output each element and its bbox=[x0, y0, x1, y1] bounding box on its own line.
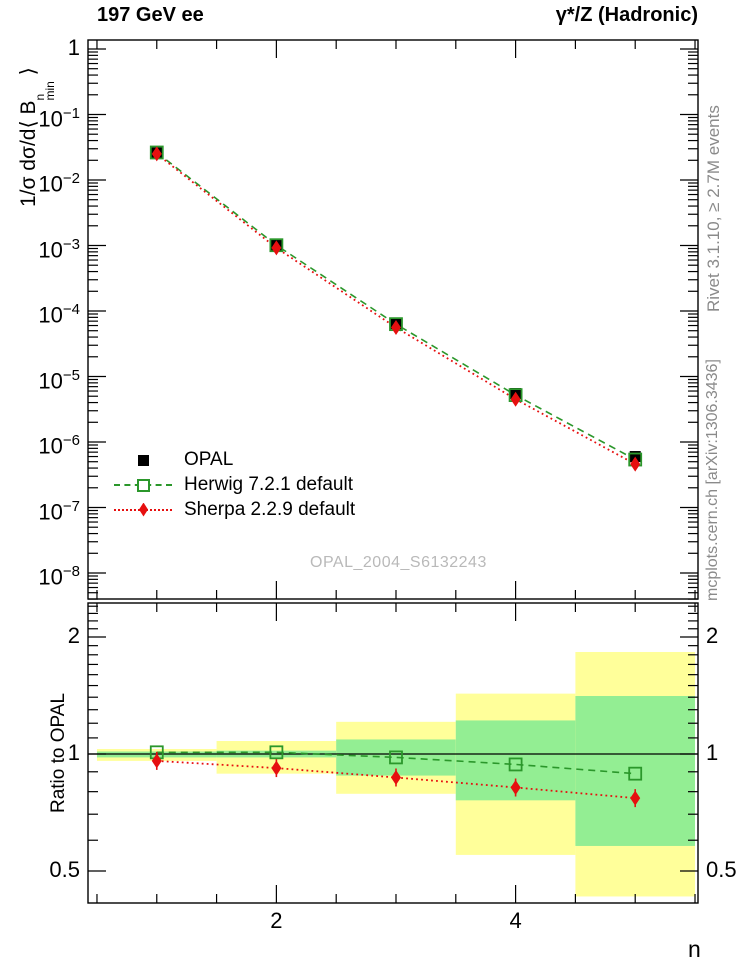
sherpa-data-point bbox=[271, 240, 282, 256]
x-tick-label: 4 bbox=[509, 908, 522, 933]
dotted-line-diamond-marker-icon bbox=[112, 501, 174, 519]
legend-row-sherpa: Sherpa 2.2.9 default bbox=[112, 497, 355, 522]
sherpa-data-point bbox=[151, 146, 162, 162]
process-title: γ*/Z (Hadronic) bbox=[555, 4, 698, 26]
herwig-ratio-point bbox=[269, 745, 284, 760]
legend: OPAL Herwig 7.2.1 default Sherpa 2.2.9 d… bbox=[112, 447, 355, 522]
ratio-y-tick-label-right: 0.5 bbox=[706, 856, 737, 882]
sherpa-data-point bbox=[390, 319, 401, 335]
ratio-y-tick-label-right: 2 bbox=[706, 623, 719, 648]
filled-square-marker-icon bbox=[112, 451, 174, 469]
top-y-tick-label: 10−5 bbox=[38, 366, 80, 393]
top-y-tick-label: 10−6 bbox=[38, 432, 80, 459]
sherpa-ratio-point bbox=[271, 760, 282, 776]
legend-label-sherpa: Sherpa 2.2.9 default bbox=[184, 498, 356, 520]
top-panel-frame bbox=[87, 39, 699, 600]
herwig-ratio-point bbox=[628, 766, 643, 781]
ratio-y-tick-label-left: 2 bbox=[67, 623, 80, 648]
herwig-ratio-point bbox=[508, 757, 523, 772]
sherpa-ratio-point bbox=[151, 753, 162, 769]
stat-uncertainty-band bbox=[575, 696, 696, 846]
ratio-y-tick-label-left: 0.5 bbox=[49, 856, 80, 882]
top-y-tick-label: 10−8 bbox=[38, 563, 80, 590]
sherpa-ratio-point bbox=[390, 770, 401, 786]
legend-row-herwig: Herwig 7.2.1 default bbox=[112, 472, 355, 497]
top-y-tick-label: 10−4 bbox=[38, 301, 80, 328]
top-y-tick-label: 10−7 bbox=[38, 497, 80, 524]
legend-label-opal: OPAL bbox=[184, 448, 234, 470]
top-y-tick-label: 10−2 bbox=[38, 170, 80, 197]
x-axis-label: n bbox=[688, 936, 701, 962]
herwig-line-ratio bbox=[156, 751, 636, 775]
dashed-line-open-square-marker-icon bbox=[112, 476, 174, 494]
herwig-ratio-point bbox=[389, 750, 403, 765]
legend-row-opal: OPAL bbox=[112, 447, 355, 472]
top-y-tick-label: 10−3 bbox=[38, 235, 80, 262]
opal-data-point bbox=[629, 451, 641, 463]
sherpa-ratio-point bbox=[630, 790, 641, 806]
top-y-tick-label: 10−1 bbox=[38, 104, 80, 131]
sherpa-ratio-point bbox=[510, 779, 521, 795]
ratio-y-tick-label-left: 1 bbox=[67, 740, 80, 765]
top-y-tick-label: 1 bbox=[67, 35, 80, 60]
legend-label-herwig: Herwig 7.2.1 default bbox=[184, 473, 353, 495]
analysis-watermark: OPAL_2004_S6132243 bbox=[310, 554, 487, 571]
x-tick-label: 2 bbox=[270, 908, 283, 933]
ratio-y-tick-label-right: 1 bbox=[706, 740, 719, 765]
sherpa-data-point bbox=[630, 456, 641, 472]
ratio-panel-frame bbox=[87, 602, 699, 904]
page-title: 197 GeV ee bbox=[97, 4, 204, 26]
sherpa-data-point bbox=[510, 391, 521, 407]
